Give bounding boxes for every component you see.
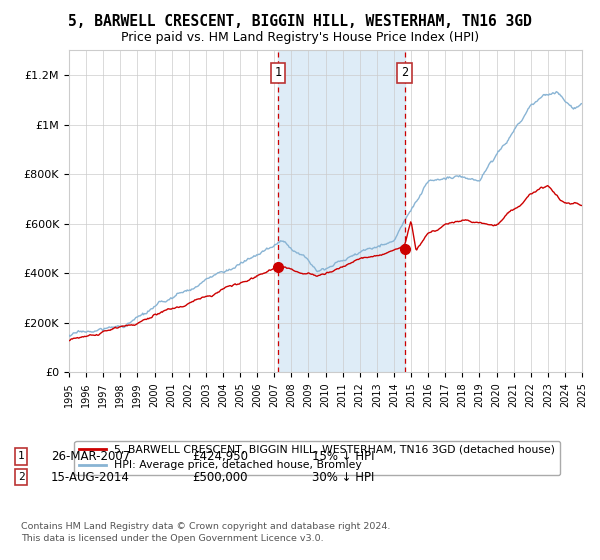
Text: Contains HM Land Registry data © Crown copyright and database right 2024.
This d: Contains HM Land Registry data © Crown c… xyxy=(21,522,391,543)
Text: Price paid vs. HM Land Registry's House Price Index (HPI): Price paid vs. HM Land Registry's House … xyxy=(121,31,479,44)
Text: 1: 1 xyxy=(275,66,281,79)
Text: £424,950: £424,950 xyxy=(192,450,248,463)
Legend: 5, BARWELL CRESCENT, BIGGIN HILL, WESTERHAM, TN16 3GD (detached house), HPI: Ave: 5, BARWELL CRESCENT, BIGGIN HILL, WESTER… xyxy=(74,441,560,475)
Text: 30% ↓ HPI: 30% ↓ HPI xyxy=(312,470,374,484)
Text: 1: 1 xyxy=(17,451,25,461)
Text: 15% ↓ HPI: 15% ↓ HPI xyxy=(312,450,374,463)
Text: 15-AUG-2014: 15-AUG-2014 xyxy=(51,470,130,484)
Text: 2: 2 xyxy=(17,472,25,482)
Text: 26-MAR-2007: 26-MAR-2007 xyxy=(51,450,130,463)
Text: 2: 2 xyxy=(401,66,408,79)
Text: £500,000: £500,000 xyxy=(192,470,248,484)
Text: 5, BARWELL CRESCENT, BIGGIN HILL, WESTERHAM, TN16 3GD: 5, BARWELL CRESCENT, BIGGIN HILL, WESTER… xyxy=(68,14,532,29)
Bar xyxy=(278,50,404,372)
